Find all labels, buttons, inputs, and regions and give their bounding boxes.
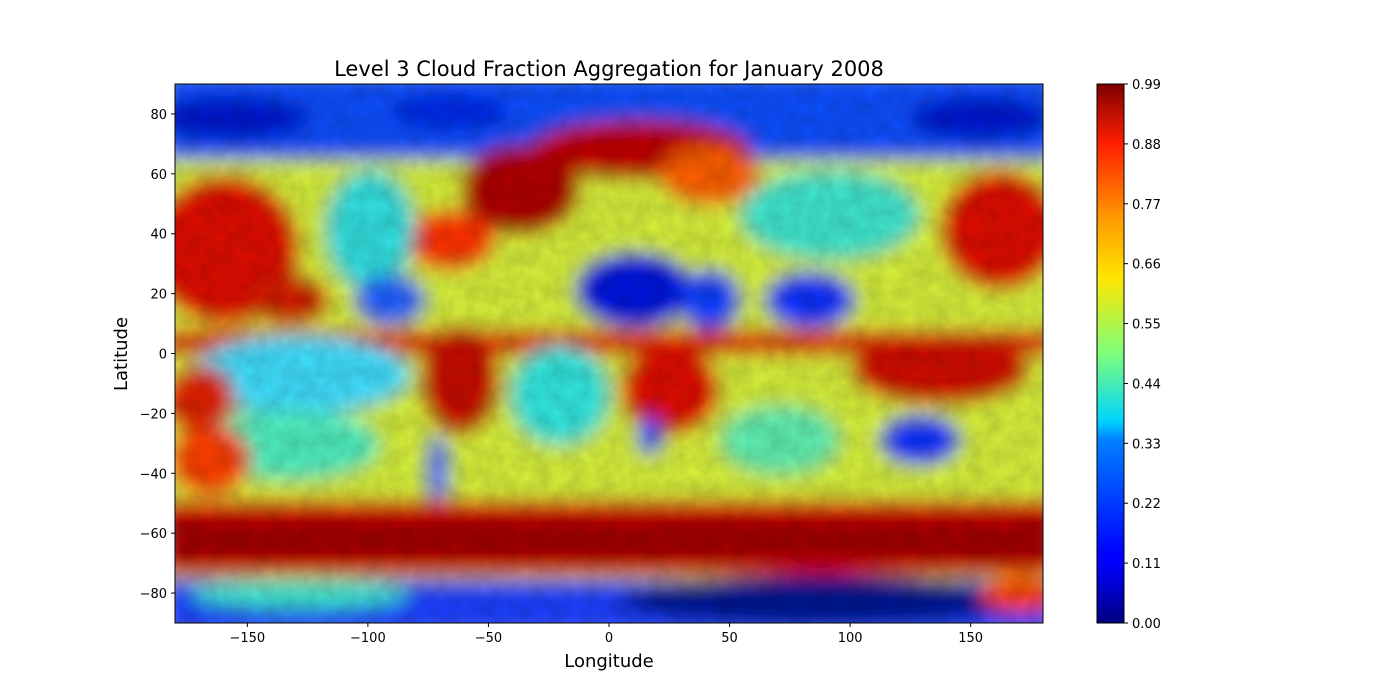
colorbar-tick-label: 0.77: [1132, 198, 1161, 213]
colorbar-tick-label: 0.66: [1132, 258, 1161, 273]
colorbar-tick-label: 0.44: [1132, 377, 1161, 392]
colorbar-tick-label: 0.22: [1132, 497, 1161, 512]
x-tick-label: 100: [838, 631, 863, 646]
y-axis-label: Latitude: [111, 317, 132, 391]
y-tick-label: 40: [150, 228, 167, 243]
y-tick-label: −40: [140, 467, 167, 482]
cloud-fraction-heatmap: [175, 84, 1043, 623]
colorbar-tick-label: 0.11: [1132, 557, 1161, 572]
x-tick-label: 50: [721, 631, 738, 646]
x-axis-label: Longitude: [564, 651, 654, 672]
x-tick-label: 0: [605, 631, 613, 646]
chart-title: Level 3 Cloud Fraction Aggregation for J…: [334, 57, 884, 81]
y-tick-label: −60: [140, 527, 167, 542]
y-tick-label: 60: [150, 168, 167, 183]
colorbar-ticks: 0.00 0.11 0.22 0.33 0.44 0.55 0.66 0.77 0.88 0.99: [1124, 78, 1161, 632]
y-tick-label: 20: [150, 288, 167, 303]
x-tick-label: −150: [229, 631, 265, 646]
y-axis-ticks: −80 −60 −40 −20 0 20 40 60 80: [140, 108, 175, 602]
y-tick-label: −20: [140, 407, 167, 422]
colorbar-tick-label: 0.55: [1132, 318, 1161, 333]
colorbar-tick-label: 0.33: [1132, 437, 1161, 452]
y-tick-label: 0: [159, 348, 167, 363]
colorbar-tick-label: 0.99: [1132, 78, 1161, 93]
y-tick-label: −80: [140, 587, 167, 602]
colorbar-tick-label: 0.00: [1132, 617, 1161, 632]
x-axis-ticks: −150 −100 −50 0 50 100 150: [229, 623, 983, 646]
colorbar-tick-label: 0.88: [1132, 138, 1161, 153]
y-tick-label: 80: [150, 108, 167, 123]
x-tick-label: 150: [958, 631, 983, 646]
x-tick-label: −50: [475, 631, 502, 646]
colorbar: [1096, 83, 1125, 624]
x-tick-label: −100: [350, 631, 386, 646]
